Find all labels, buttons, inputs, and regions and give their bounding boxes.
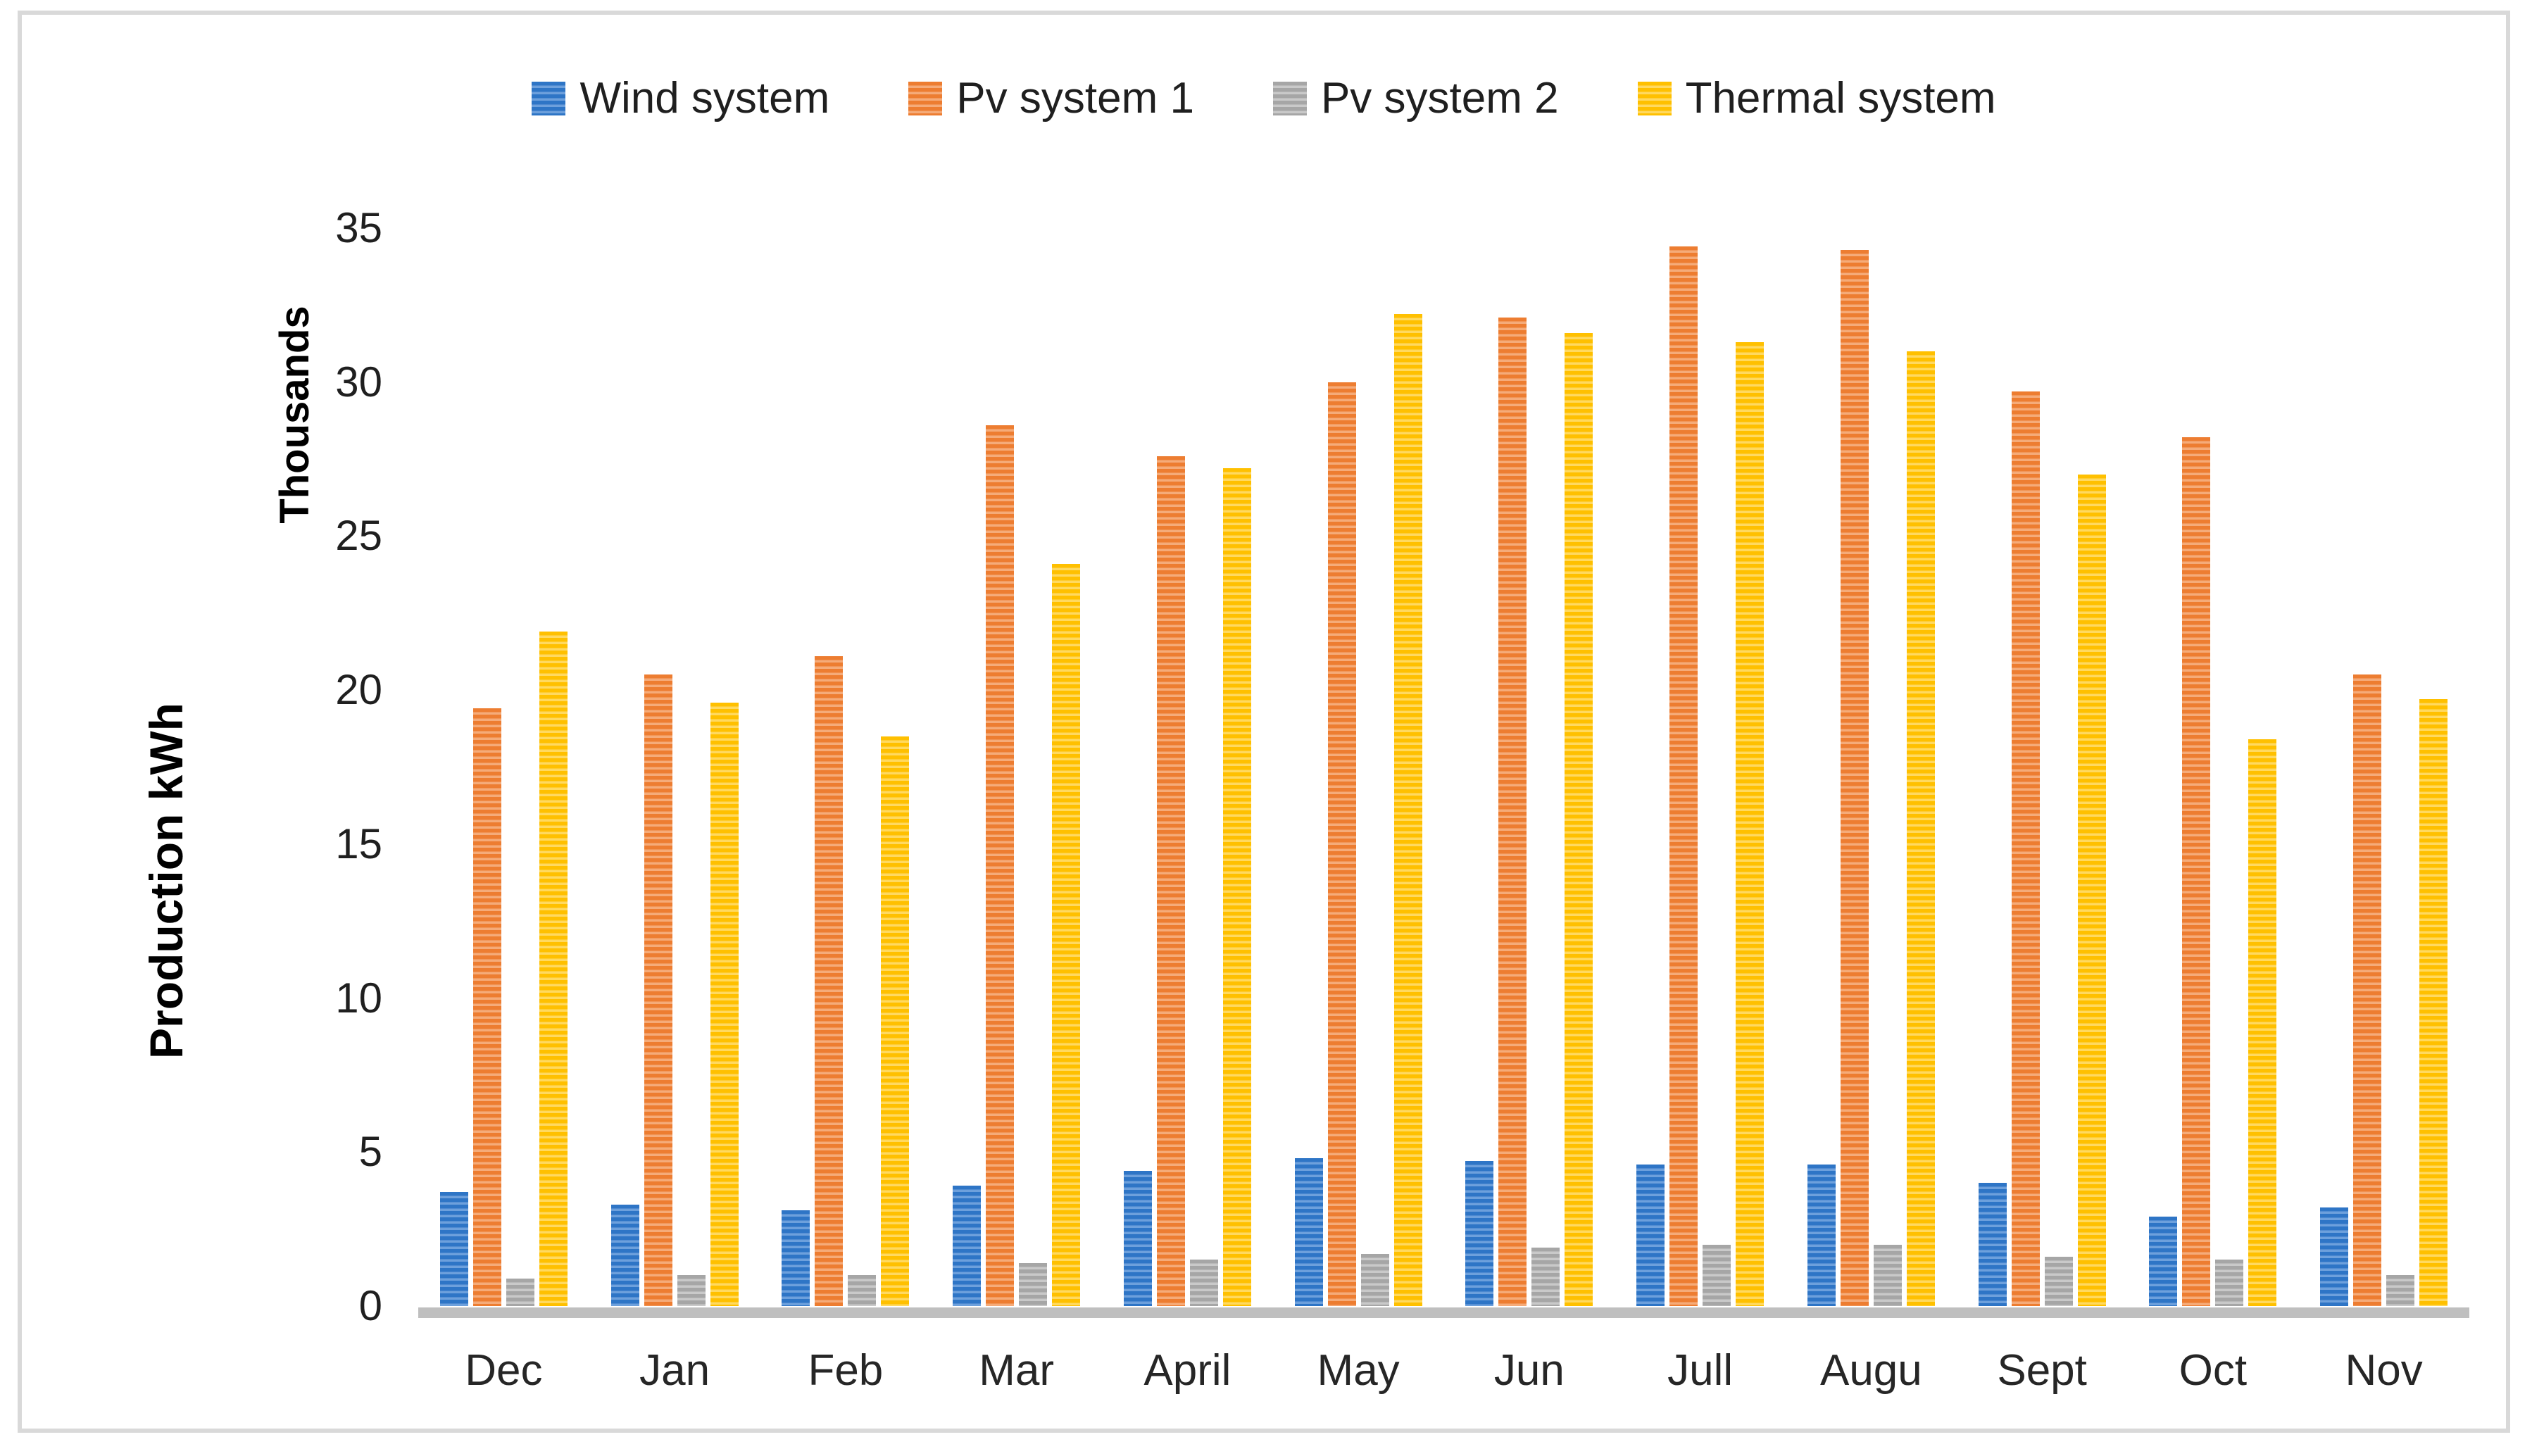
x-tick-label-jan: Jan xyxy=(639,1346,710,1395)
y-tick-label-15: 15 xyxy=(335,820,382,867)
bar-wind-system-jan xyxy=(610,1204,639,1306)
bar-pv-system-1-jan xyxy=(644,674,672,1306)
bar-group-nov xyxy=(2298,228,2469,1306)
bar-thermal-system-augu xyxy=(1906,351,1935,1306)
x-tick-label-augu: Augu xyxy=(1819,1346,1922,1395)
bar-groups xyxy=(418,228,2469,1306)
legend-label-thermal-system: Thermal system xyxy=(1685,74,1996,123)
bar-pv-system-2-jan xyxy=(677,1275,706,1306)
x-axis-tick-labels: Dec Jan Feb Mar April May Jun Jull Augu Sept Oct No… xyxy=(418,1349,2469,1393)
bar-wind-system-oct xyxy=(2149,1217,2178,1306)
bar-pv-system-1-may xyxy=(1327,382,1356,1306)
y-tick-label-5: 5 xyxy=(358,1128,382,1176)
bar-wind-system-mar xyxy=(953,1186,982,1306)
bar-pv-system-1-oct xyxy=(2182,437,2211,1306)
x-tick-label-sept: Sept xyxy=(1997,1346,2087,1395)
x-tick-label-jull: Jull xyxy=(1667,1346,1734,1395)
chart-figure: Wind system Pv system 1 Pv system 2 Thermal… xyxy=(18,11,2510,1433)
x-tick-label-dec: Dec xyxy=(465,1346,543,1395)
bar-pv-system-1-jull xyxy=(1669,246,1698,1306)
y-tick-label-30: 30 xyxy=(335,358,382,406)
bar-thermal-system-nov xyxy=(2419,699,2448,1306)
bar-pv-system-2-feb xyxy=(848,1275,877,1306)
bar-thermal-system-feb xyxy=(881,736,910,1306)
bar-pv-system-2-augu xyxy=(1873,1244,1902,1306)
bar-wind-system-jun xyxy=(1465,1161,1494,1306)
bar-pv-system-1-mar xyxy=(986,425,1015,1306)
bar-wind-system-feb xyxy=(782,1210,810,1306)
x-tick-label-mar: Mar xyxy=(979,1346,1055,1395)
bar-pv-system-2-sept xyxy=(2044,1257,2073,1306)
bar-wind-system-sept xyxy=(1978,1183,2007,1306)
bar-wind-system-augu xyxy=(1807,1164,1836,1306)
legend-item-wind-system: Wind system xyxy=(532,77,829,120)
bar-group-dec xyxy=(418,228,589,1306)
plot-area xyxy=(418,228,2469,1306)
bar-wind-system-nov xyxy=(2320,1207,2349,1306)
bar-thermal-system-mar xyxy=(1052,563,1081,1306)
legend-label-wind-system: Wind system xyxy=(579,74,830,123)
bar-thermal-system-sept xyxy=(2077,474,2106,1306)
bar-pv-system-2-may xyxy=(1360,1253,1389,1306)
bar-wind-system-jull xyxy=(1636,1164,1665,1306)
bar-thermal-system-dec xyxy=(539,632,568,1306)
bar-pv-system-1-dec xyxy=(472,708,501,1306)
legend-item-pv-system-2: Pv system 2 xyxy=(1272,74,1559,123)
y-tick-label-10: 10 xyxy=(335,974,382,1022)
x-tick-label-nov: Nov xyxy=(2345,1346,2423,1395)
x-tick-label-oct: Oct xyxy=(2179,1346,2248,1395)
x-tick-label-april: April xyxy=(1143,1346,1231,1395)
bar-wind-system-april xyxy=(1123,1170,1152,1306)
bar-pv-system-1-nov xyxy=(2353,674,2382,1306)
x-tick-label-feb: Feb xyxy=(808,1346,884,1395)
bar-wind-system-dec xyxy=(439,1192,468,1306)
bar-wind-system-may xyxy=(1294,1158,1323,1306)
legend-item-pv-system-1: Pv system 1 xyxy=(908,77,1194,120)
bar-group-mar xyxy=(931,228,1102,1306)
bar-group-jan xyxy=(589,228,760,1306)
x-tick-label-may: May xyxy=(1317,1346,1400,1395)
bar-pv-system-2-april xyxy=(1189,1260,1218,1306)
y-tick-label-0: 0 xyxy=(358,1282,382,1329)
bar-thermal-system-april xyxy=(1222,468,1251,1306)
legend-label-pv-system-2: Pv system 2 xyxy=(1320,74,1559,123)
bar-group-may xyxy=(1273,228,1444,1306)
bar-pv-system-1-augu xyxy=(1840,249,1869,1306)
bar-pv-system-1-feb xyxy=(815,656,844,1306)
bar-pv-system-2-dec xyxy=(506,1278,534,1306)
legend-label-pv-system-1: Pv system 1 xyxy=(956,74,1194,123)
legend-swatch-pv-system-1 xyxy=(908,82,943,115)
bar-pv-system-2-jull xyxy=(1703,1244,1731,1306)
legend-swatch-pv-system-2 xyxy=(1272,82,1307,115)
bar-pv-system-2-mar xyxy=(1019,1262,1048,1306)
legend-swatch-thermal-system xyxy=(1637,82,1672,115)
bar-group-feb xyxy=(760,228,932,1306)
bar-group-april xyxy=(1102,228,1273,1306)
bar-pv-system-2-oct xyxy=(2215,1260,2244,1306)
bar-pv-system-1-april xyxy=(1156,456,1185,1306)
bar-group-augu xyxy=(1786,228,1957,1306)
bar-group-jun xyxy=(1444,228,1615,1306)
legend-item-thermal-system: Thermal system xyxy=(1637,74,1996,123)
bar-thermal-system-jun xyxy=(1565,332,1593,1306)
bar-group-sept xyxy=(1957,228,2128,1306)
bar-thermal-system-jull xyxy=(1736,341,1765,1306)
y-tick-label-25: 25 xyxy=(335,512,382,560)
legend-swatch-wind-system xyxy=(532,82,566,115)
x-tick-label-jun: Jun xyxy=(1493,1346,1565,1395)
bar-thermal-system-oct xyxy=(2248,739,2277,1306)
bar-pv-system-1-jun xyxy=(1498,317,1527,1306)
bar-group-oct xyxy=(2128,228,2299,1306)
bar-thermal-system-may xyxy=(1393,314,1422,1306)
x-axis-line xyxy=(418,1307,2469,1318)
y-tick-label-20: 20 xyxy=(335,666,382,714)
bar-pv-system-2-nov xyxy=(2386,1275,2415,1306)
chart-legend: Wind system Pv system 1 Pv system 2 Thermal… xyxy=(22,77,2506,120)
bar-group-jull xyxy=(1615,228,1786,1306)
y-axis-tick-labels: 0 5 10 15 20 25 30 35 xyxy=(22,207,382,1327)
y-tick-label-35: 35 xyxy=(335,204,382,251)
bar-thermal-system-jan xyxy=(710,702,739,1306)
bar-pv-system-2-jun xyxy=(1531,1247,1560,1306)
bar-pv-system-1-sept xyxy=(2011,391,2040,1306)
